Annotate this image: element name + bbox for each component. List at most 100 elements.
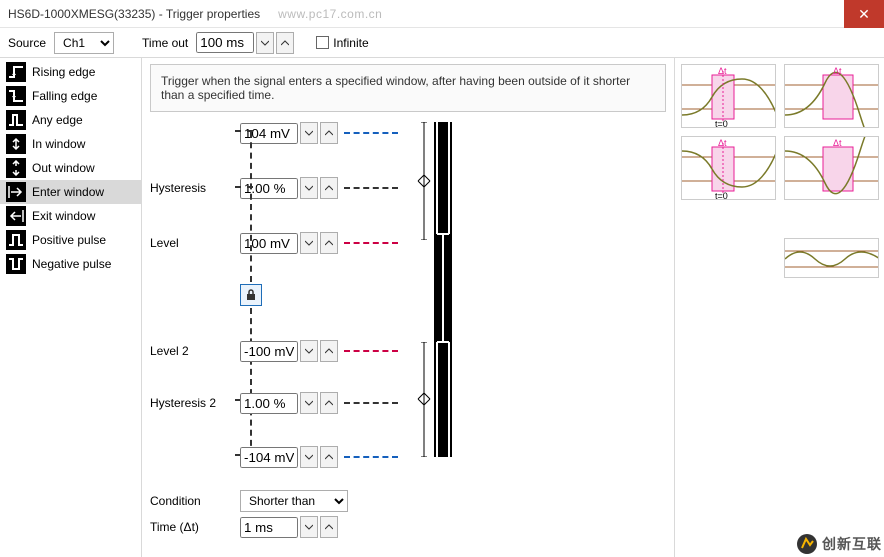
time-label: Time (Δt): [150, 520, 240, 534]
spin-up-button[interactable]: [320, 340, 338, 362]
chevron-down-icon: [305, 347, 313, 355]
rising-edge-icon: [6, 62, 26, 82]
spin-down-button[interactable]: [300, 340, 318, 362]
parameters-area: Hysteresis Level: [150, 122, 666, 542]
spin-down-button[interactable]: [300, 122, 318, 144]
nav-item-any-edge[interactable]: Any edge: [0, 108, 141, 132]
window-title: HS6D-1000XMESG(33235) - Trigger properti…: [8, 7, 260, 21]
lock-button[interactable]: [240, 284, 262, 306]
close-button[interactable]: ✕: [844, 0, 884, 28]
preview-thumb-4[interactable]: Δt: [784, 136, 879, 200]
enter-window-icon: [6, 182, 26, 202]
source-select[interactable]: Ch1: [54, 32, 114, 54]
description-text: Trigger when the signal enters a specifi…: [161, 74, 655, 102]
thumb-spacer: [681, 208, 776, 278]
chevron-up-icon: [325, 239, 333, 247]
preview-thumb-2[interactable]: Δt: [784, 64, 879, 128]
falling-edge-icon: [6, 86, 26, 106]
nav-item-enter-window[interactable]: Enter window: [0, 180, 141, 204]
nav-item-rising-edge[interactable]: Rising edge: [0, 60, 141, 84]
description-box: Trigger when the signal enters a specifi…: [150, 64, 666, 112]
spin-up-button[interactable]: [320, 516, 338, 538]
preview-panel: Δt t=0 Δt: [674, 58, 884, 557]
lock-tee: [235, 130, 253, 132]
chevron-down-icon: [305, 129, 313, 137]
upper-bound-input[interactable]: [240, 123, 298, 144]
chevron-down-icon: [305, 239, 313, 247]
hysteresis-spinner: [240, 177, 338, 199]
preview-thumb-3[interactable]: Δt t=0: [681, 136, 776, 200]
condition-label: Condition: [150, 494, 240, 508]
nav-item-label: Negative pulse: [32, 257, 111, 271]
level-spinner: [240, 232, 338, 254]
chevron-down-icon: [305, 184, 313, 192]
in-window-icon: [6, 134, 26, 154]
infinite-checkbox[interactable]: Infinite: [316, 36, 368, 50]
hysteresis-label: Hysteresis: [150, 181, 240, 195]
level-input[interactable]: [240, 233, 298, 254]
spin-up-button[interactable]: [320, 177, 338, 199]
spin-up-button[interactable]: [320, 446, 338, 468]
nav-item-label: Positive pulse: [32, 233, 106, 247]
level2-label: Level 2: [150, 344, 240, 358]
lock-icon: [245, 289, 257, 301]
timeout-up-button[interactable]: [276, 32, 294, 54]
trigger-kind-list: Rising edge Falling edge Any edge In win…: [0, 58, 142, 557]
hysteresis2-label: Hysteresis 2: [150, 396, 240, 410]
connector-line: [344, 402, 398, 404]
nav-item-negative-pulse[interactable]: Negative pulse: [0, 252, 141, 276]
chevron-down-icon: [305, 523, 313, 531]
preview-thumb-1[interactable]: Δt t=0: [681, 64, 776, 128]
positive-pulse-icon: [6, 230, 26, 250]
svg-text:Δt: Δt: [833, 138, 842, 148]
spin-down-button[interactable]: [300, 392, 318, 414]
out-window-icon: [6, 158, 26, 178]
vendor-logo-icon: [796, 533, 818, 555]
timeout-spinner: [196, 32, 294, 54]
time-input[interactable]: [240, 517, 298, 538]
nav-item-exit-window[interactable]: Exit window: [0, 204, 141, 228]
exit-window-icon: [6, 206, 26, 226]
chevron-down-icon: [261, 39, 269, 47]
spin-up-button[interactable]: [320, 392, 338, 414]
lock-connector-upper: [250, 132, 252, 282]
level2-input[interactable]: [240, 341, 298, 362]
main-area: Rising edge Falling edge Any edge In win…: [0, 58, 884, 557]
lock-tee: [235, 186, 253, 188]
timeout-input[interactable]: [196, 32, 254, 53]
connector-line: [344, 132, 398, 134]
spin-down-button[interactable]: [300, 177, 318, 199]
chevron-up-icon: [325, 523, 333, 531]
nav-item-positive-pulse[interactable]: Positive pulse: [0, 228, 141, 252]
waveform-strip: [434, 122, 452, 457]
source-label: Source: [8, 36, 46, 50]
level2-spinner: [240, 340, 338, 362]
spin-up-button[interactable]: [320, 232, 338, 254]
nav-item-label: Out window: [32, 161, 95, 175]
nav-item-label: Any edge: [32, 113, 83, 127]
lower-bound-input[interactable]: [240, 447, 298, 468]
connector-line: [344, 350, 398, 352]
condition-select[interactable]: Shorter than: [240, 490, 348, 512]
nav-item-falling-edge[interactable]: Falling edge: [0, 84, 141, 108]
chevron-down-icon: [305, 453, 313, 461]
nav-item-in-window[interactable]: In window: [0, 132, 141, 156]
lower-bracket-icon: [417, 342, 431, 457]
toolbar: Source Ch1 Time out Infinite: [0, 28, 884, 58]
vendor-logo-text: 创新互联: [822, 534, 882, 554]
spin-up-button[interactable]: [320, 122, 338, 144]
chevron-up-icon: [281, 39, 289, 47]
hysteresis2-input[interactable]: [240, 393, 298, 414]
hysteresis-input[interactable]: [240, 178, 298, 199]
spin-down-button[interactable]: [300, 516, 318, 538]
time-spinner: [240, 516, 338, 538]
nav-item-out-window[interactable]: Out window: [0, 156, 141, 180]
preview-thumb-5[interactable]: [784, 238, 879, 278]
thumb-axis-label: t=0: [715, 191, 728, 200]
spin-down-button[interactable]: [300, 232, 318, 254]
spin-down-button[interactable]: [300, 446, 318, 468]
upper-bound-spinner: [240, 122, 338, 144]
title-bar: HS6D-1000XMESG(33235) - Trigger properti…: [0, 0, 884, 28]
svg-text:Δt: Δt: [833, 66, 842, 76]
timeout-down-button[interactable]: [256, 32, 274, 54]
